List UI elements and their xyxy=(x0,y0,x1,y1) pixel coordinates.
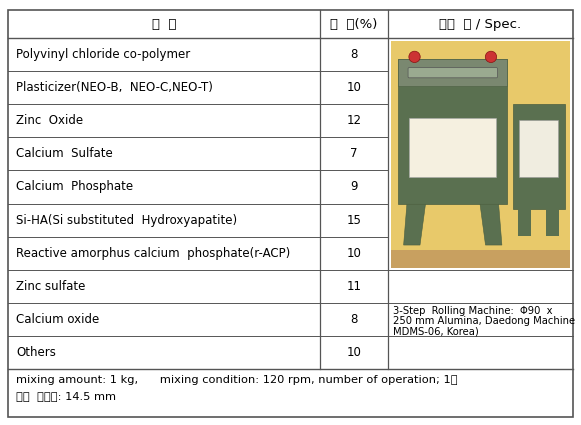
Text: Plasticizer(NEO-B,  NEO-C,NEO-T): Plasticizer(NEO-B, NEO-C,NEO-T) xyxy=(16,81,213,94)
Text: 12: 12 xyxy=(346,114,361,127)
Text: mixing amount: 1 kg,      mixing condition: 120 rpm, number of operation; 1회: mixing amount: 1 kg, mixing condition: 1… xyxy=(16,375,458,385)
FancyBboxPatch shape xyxy=(408,68,497,78)
Circle shape xyxy=(485,51,497,62)
Text: 11: 11 xyxy=(346,280,361,293)
Circle shape xyxy=(409,51,420,62)
Bar xyxy=(398,59,507,204)
Polygon shape xyxy=(480,204,502,245)
Text: 10: 10 xyxy=(346,246,361,260)
Text: 10: 10 xyxy=(346,346,361,359)
Text: 250 mm Alumina, Daedong Machine: 250 mm Alumina, Daedong Machine xyxy=(393,316,575,326)
Bar xyxy=(518,209,531,236)
Bar xyxy=(391,41,570,268)
Text: Calcium  Sulfate: Calcium Sulfate xyxy=(16,147,113,160)
Bar xyxy=(519,120,558,178)
Text: Calcium  Phosphate: Calcium Phosphate xyxy=(16,181,133,193)
Text: Polyvinyl chloride co-polymer: Polyvinyl chloride co-polymer xyxy=(16,48,190,61)
Bar xyxy=(409,118,496,177)
Text: MDMS-06, Korea): MDMS-06, Korea) xyxy=(393,327,479,337)
Text: 함  량(%): 함 량(%) xyxy=(331,17,378,31)
Text: 평균  점주도: 14.5 mm: 평균 점주도: 14.5 mm xyxy=(16,391,116,401)
Text: Si-HA(Si substituted  Hydroxyapatite): Si-HA(Si substituted Hydroxyapatite) xyxy=(16,213,237,227)
Text: 성  분: 성 분 xyxy=(152,17,176,31)
Polygon shape xyxy=(404,204,425,245)
Text: 7: 7 xyxy=(350,147,358,160)
Text: Zinc sulfate: Zinc sulfate xyxy=(16,280,85,293)
Text: Others: Others xyxy=(16,346,56,359)
Text: 9: 9 xyxy=(350,181,358,193)
Text: 8: 8 xyxy=(350,48,358,61)
Text: Reactive amorphus calcium  phosphate(r-ACP): Reactive amorphus calcium phosphate(r-AC… xyxy=(16,246,290,260)
Text: 10: 10 xyxy=(346,81,361,94)
Text: 설비  명 / Spec.: 설비 명 / Spec. xyxy=(439,17,522,31)
Bar xyxy=(512,105,565,209)
Text: 15: 15 xyxy=(346,213,361,227)
Text: Zinc  Oxide: Zinc Oxide xyxy=(16,114,83,127)
Text: Calcium oxide: Calcium oxide xyxy=(16,313,99,326)
Bar xyxy=(398,59,507,86)
Text: 3-Step  Rolling Machine:  Φ90  x: 3-Step Rolling Machine: Φ90 x xyxy=(393,306,553,316)
Text: 8: 8 xyxy=(350,313,358,326)
Bar xyxy=(391,249,570,268)
Bar xyxy=(547,209,560,236)
